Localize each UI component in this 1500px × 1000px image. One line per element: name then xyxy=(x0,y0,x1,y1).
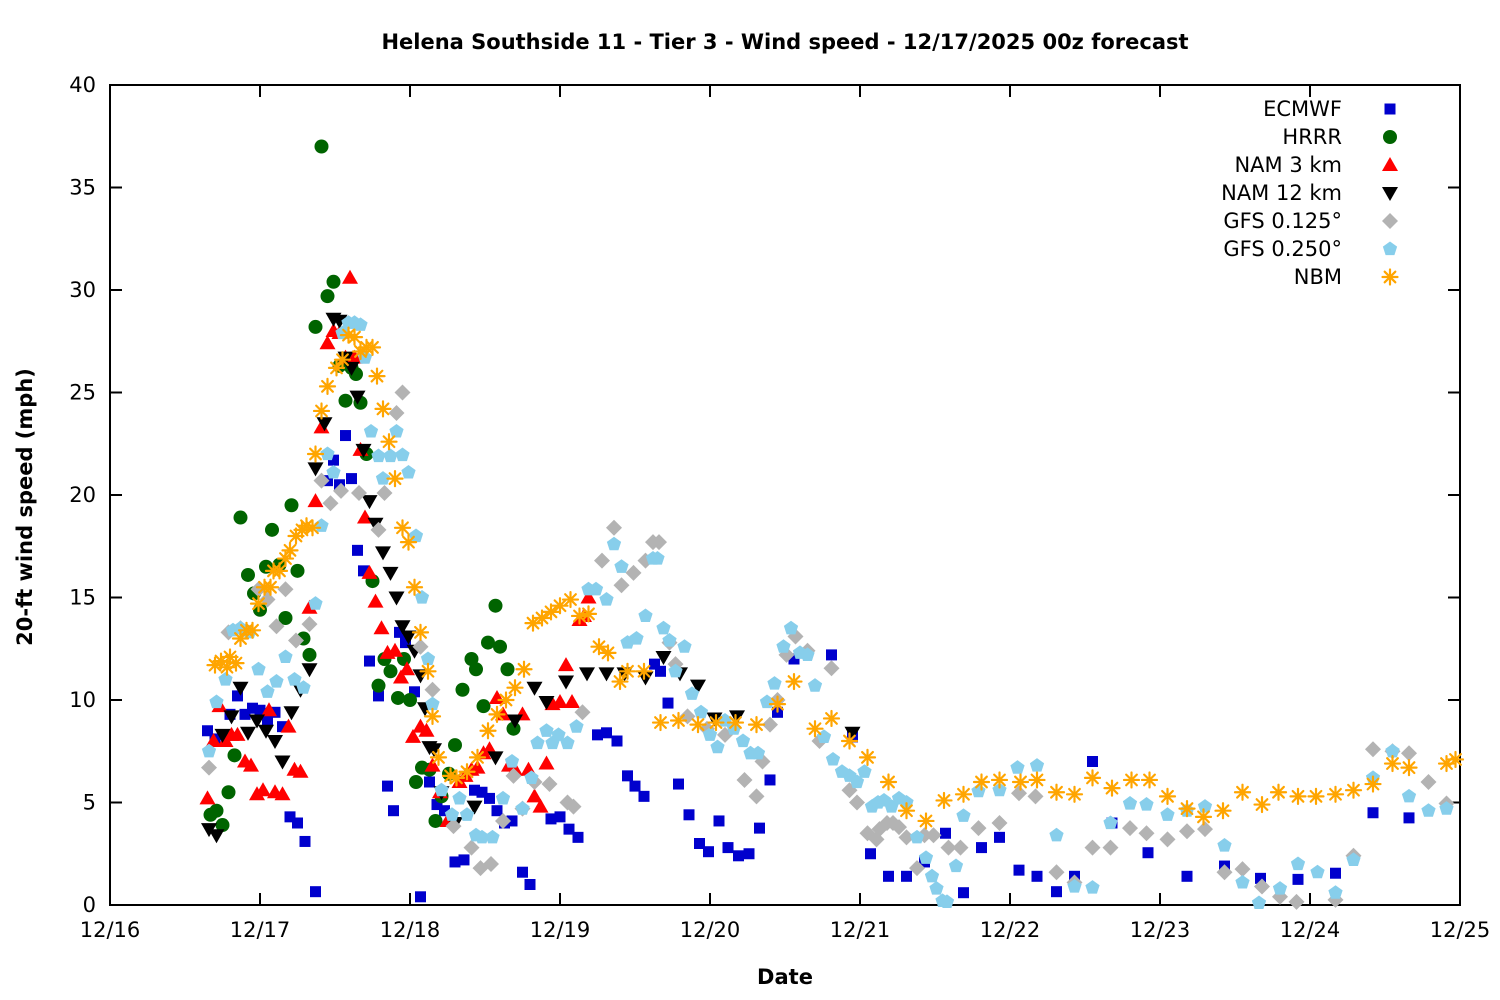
svg-text:12/24: 12/24 xyxy=(1280,918,1341,942)
chart-title: Helena Southside 11 - Tier 3 - Wind spee… xyxy=(381,30,1189,54)
svg-text:0: 0 xyxy=(83,893,96,917)
legend-item-nbm: NBM xyxy=(1294,265,1399,289)
svg-text:12/17: 12/17 xyxy=(230,918,291,942)
svg-text:12/22: 12/22 xyxy=(980,918,1041,942)
svg-text:NAM 12 km: NAM 12 km xyxy=(1221,181,1342,205)
svg-text:HRRR: HRRR xyxy=(1282,125,1342,149)
series-gfs-0-125 xyxy=(201,384,1455,910)
svg-text:12/16: 12/16 xyxy=(80,918,141,942)
series-nbm xyxy=(206,326,1465,830)
legend-item-gfs-0-125: GFS 0.125° xyxy=(1223,209,1398,233)
series-ecmwf xyxy=(202,430,1415,903)
svg-text:25: 25 xyxy=(69,381,96,405)
axis-tick-labels: 12/16 12/17 12/18 12/19 12/20 12/21 12/22 12/23… xyxy=(69,73,1490,942)
svg-text:ECMWF: ECMWF xyxy=(1263,97,1342,121)
x-axis-label: Date xyxy=(757,965,813,989)
svg-text:40: 40 xyxy=(69,73,96,97)
legend-item-gfs-0-250: GFS 0.250° xyxy=(1223,237,1398,261)
svg-text:NAM 3 km: NAM 3 km xyxy=(1234,153,1342,177)
svg-text:5: 5 xyxy=(83,791,96,815)
svg-text:30: 30 xyxy=(69,278,96,302)
svg-text:10: 10 xyxy=(69,688,96,712)
svg-text:20: 20 xyxy=(69,483,96,507)
legend: ECMWF HRRR NAM 3 km NAM 12 km GFS 0.125° GFS … xyxy=(1221,97,1399,289)
series-gfs-0-250 xyxy=(201,315,1454,910)
y-axis-label: 20-ft wind speed (mph) xyxy=(13,368,37,646)
legend-item-hrrr: HRRR xyxy=(1282,125,1397,149)
svg-text:GFS 0.125°: GFS 0.125° xyxy=(1223,209,1342,233)
plot-border xyxy=(109,84,1461,906)
svg-text:12/20: 12/20 xyxy=(680,918,741,942)
svg-text:12/25: 12/25 xyxy=(1430,918,1491,942)
legend-item-ecmwf: ECMWF xyxy=(1263,97,1396,121)
legend-item-nam-3-km: NAM 3 km xyxy=(1234,153,1398,177)
svg-text:12/18: 12/18 xyxy=(380,918,441,942)
svg-text:12/21: 12/21 xyxy=(830,918,891,942)
svg-text:NBM: NBM xyxy=(1294,265,1342,289)
legend-item-nam-12-km: NAM 12 km xyxy=(1221,181,1398,205)
svg-text:GFS 0.250°: GFS 0.250° xyxy=(1223,237,1342,261)
svg-text:12/19: 12/19 xyxy=(530,918,591,942)
axis-ticks xyxy=(109,84,1461,906)
svg-text:12/23: 12/23 xyxy=(1130,918,1191,942)
svg-text:35: 35 xyxy=(69,176,96,200)
svg-text:15: 15 xyxy=(69,586,96,610)
